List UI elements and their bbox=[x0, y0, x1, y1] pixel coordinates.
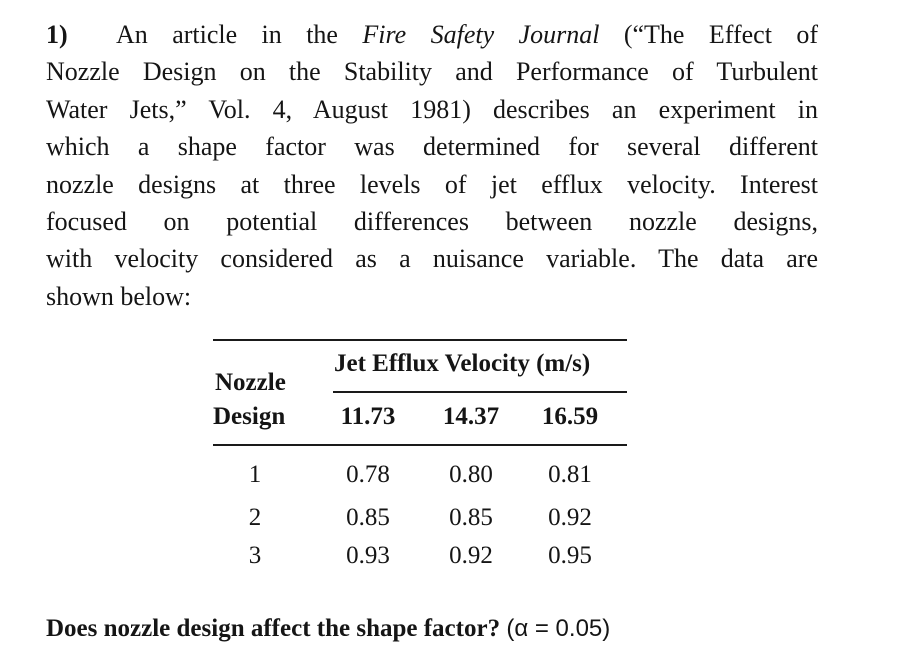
problem-line-6: focused on potential differences between… bbox=[46, 207, 818, 237]
table-cell: 0.92 bbox=[548, 504, 592, 531]
problem-line-5: nozzle designs at three levels of jet ef… bbox=[46, 169, 818, 199]
table-cell: 0.92 bbox=[449, 542, 493, 569]
table-cell: 0.81 bbox=[548, 461, 592, 488]
table-cell: 0.80 bbox=[449, 461, 493, 488]
table-cell: 0.93 bbox=[346, 542, 390, 569]
group-header-rule bbox=[333, 391, 627, 393]
row-design-label: 2 bbox=[248, 504, 262, 531]
problem-line-1-post: (“The Effect of bbox=[599, 20, 818, 49]
problem-line-3: Water Jets,” Vol. 4, August 1981) descri… bbox=[46, 94, 818, 124]
problem-line-8: shown below: bbox=[46, 281, 192, 311]
table-cell: 0.85 bbox=[449, 504, 493, 531]
table-cell: 0.78 bbox=[346, 461, 390, 488]
column-header: 11.73 bbox=[340, 403, 396, 430]
table-cell: 0.85 bbox=[346, 504, 390, 531]
row-header-nozzle: Nozzle bbox=[215, 369, 286, 396]
problem-paragraph: 1) An article in the Fire Safety Journal … bbox=[46, 16, 818, 315]
group-header: Jet Efflux Velocity (m/s) bbox=[334, 350, 591, 377]
question-text: Does nozzle design affect the shape fact… bbox=[46, 615, 507, 642]
table-cell: 0.95 bbox=[548, 542, 592, 569]
problem-line-2: Nozzle Design on the Stability and Perfo… bbox=[46, 57, 818, 87]
problem-number: 1) bbox=[46, 20, 68, 49]
column-header: 16.59 bbox=[541, 403, 599, 430]
row-design-label: 3 bbox=[248, 542, 262, 569]
journal-title: Fire Safety Journal bbox=[362, 20, 600, 49]
row-design-label: 1 bbox=[248, 461, 262, 488]
problem-line-7: with velocity considered as a nuisance v… bbox=[46, 244, 818, 274]
significance-level: (α = 0.05) bbox=[506, 615, 611, 642]
problem-line-1: 1) An article in the Fire Safety Journal … bbox=[46, 16, 818, 53]
header-bottom-rule bbox=[213, 444, 627, 446]
table-top-rule bbox=[213, 339, 627, 341]
problem-line-1-pre: An article in the bbox=[116, 20, 363, 49]
problem-line-4: which a shape factor was determined for … bbox=[46, 132, 818, 162]
column-header: 14.37 bbox=[442, 403, 500, 430]
question: Does nozzle design affect the shape fact… bbox=[46, 612, 610, 646]
row-header-design: Design bbox=[213, 403, 286, 430]
